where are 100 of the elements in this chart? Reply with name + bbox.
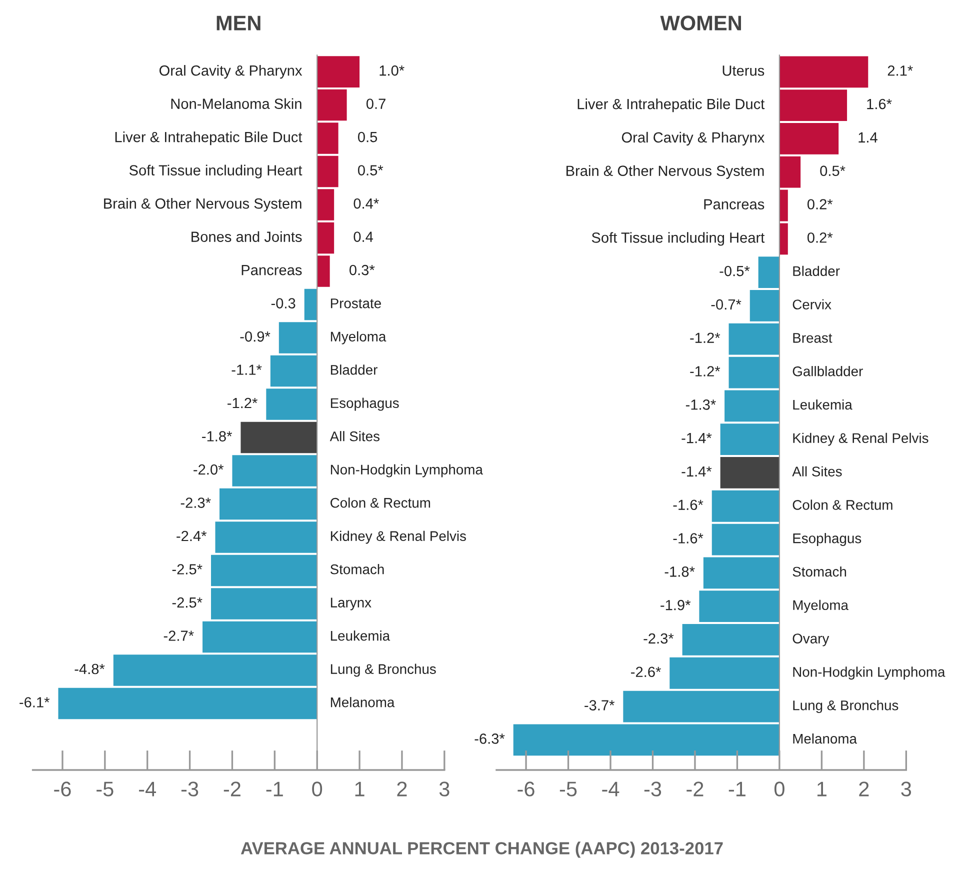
y-tick-label: Uterus: [722, 66, 764, 76]
bar: [513, 724, 780, 756]
data-label: 0.4*: [354, 198, 379, 209]
data-label: -1.6*: [673, 533, 704, 544]
y-tick-label: Esophagus: [330, 398, 399, 411]
x-tick-label: -4: [139, 782, 156, 796]
data-label: -4.8*: [74, 664, 105, 674]
data-label: 0.4: [354, 232, 374, 242]
y-tick-label: Soft Tissue including Heart: [592, 232, 765, 246]
data-label: -2.7*: [164, 630, 194, 641]
x-tick-label: 2: [859, 782, 869, 796]
y-tick-label: Leukemia: [330, 630, 390, 641]
data-label: -2.5*: [172, 564, 202, 574]
data-label: -1.2*: [690, 332, 720, 343]
bar: [317, 122, 338, 154]
y-tick-label: Pancreas: [242, 265, 302, 276]
data-label: -1.2*: [228, 398, 258, 408]
x-tick-label: -1: [266, 782, 283, 796]
bar: [202, 621, 318, 653]
y-tick-label: Gallbladder: [792, 366, 863, 376]
y-tick-label: Colon & Rectum: [792, 500, 892, 510]
bar: [699, 590, 780, 622]
y-tick-label: Non-Hodgkin Lymphoma: [330, 464, 483, 478]
bar: [58, 688, 318, 720]
y-tick-label: Lung & Bronchus: [330, 664, 436, 677]
y-tick-label: Colon & Rectum: [330, 498, 430, 508]
x-tick-label: 1: [355, 782, 364, 796]
x-tick-label: -6: [518, 782, 534, 796]
data-label: 0.3*: [349, 264, 375, 276]
data-label: -1.8*: [202, 431, 232, 442]
x-tick-label: 1: [817, 782, 826, 796]
y-tick-label: Soft Tissue including Heart: [129, 164, 302, 178]
y-tick-label: Stomach: [792, 566, 846, 577]
bar: [779, 156, 801, 188]
y-tick-label: Brain & Other Nervous System: [566, 165, 764, 179]
bar: [623, 690, 780, 722]
y-tick-label: Melanoma: [330, 697, 395, 708]
data-label: -6.3*: [474, 734, 505, 744]
x-tick-label: 2: [397, 782, 407, 796]
data-label: 1.0*: [380, 65, 404, 76]
bar: [317, 56, 360, 88]
bar: [232, 455, 318, 486]
y-tick-label: Stomach: [330, 564, 384, 574]
data-label: -2.3*: [644, 633, 674, 644]
data-label: 0.2*: [807, 199, 833, 210]
data-label: -3.7*: [584, 700, 614, 710]
bar: [703, 557, 780, 589]
bar: [712, 524, 780, 556]
data-label: -0.3: [271, 298, 296, 308]
y-tick-label: All Sites: [792, 466, 842, 476]
x-tick-label: -2: [224, 782, 240, 796]
bar: [317, 89, 347, 121]
y-tick-label: Lung & Bronchus: [793, 700, 898, 714]
bar: [270, 355, 318, 387]
bar: [779, 122, 839, 154]
y-tick-label: Non-Hodgkin Lymphoma: [793, 666, 946, 680]
data-label: -2.4*: [176, 530, 207, 542]
chart-title: WOMEN: [660, 16, 741, 30]
bar: [240, 422, 318, 454]
data-label: -1.8*: [664, 566, 695, 577]
bar: [219, 488, 318, 520]
x-tick-label: 3: [439, 782, 450, 796]
bar: [278, 322, 318, 354]
y-tick-label: All Sites: [330, 431, 380, 442]
data-label: -2.5*: [172, 597, 202, 608]
data-label: 1.6*: [867, 98, 892, 110]
y-tick-label: Melanoma: [793, 733, 857, 744]
bar: [779, 190, 788, 222]
y-tick-label: Ovary: [792, 634, 830, 646]
x-tick-label: 0: [774, 782, 784, 796]
y-tick-label: Bladder: [330, 364, 378, 375]
y-tick-label: Liver & Intrahepatic Bile Duct: [115, 132, 302, 146]
bar: [317, 222, 334, 254]
bar: [317, 189, 334, 220]
bar: [215, 522, 318, 553]
y-tick-label: Pancreas: [704, 199, 764, 210]
data-label: -1.2*: [690, 366, 720, 376]
y-tick-label: Kidney & Renal Pelvis: [793, 432, 928, 446]
data-label: -0.9*: [240, 331, 270, 342]
y-tick-label: Larynx: [330, 598, 372, 610]
x-tick-label: 0: [312, 782, 322, 796]
data-label: 0.7: [366, 98, 386, 109]
data-label: -1.1*: [232, 364, 262, 375]
data-label: 0.2*: [807, 232, 833, 243]
x-tick-label: -1: [728, 782, 746, 796]
y-tick-label: Cervix: [792, 299, 832, 310]
y-tick-label: Oral Cavity & Pharynx: [622, 132, 765, 146]
y-tick-label: Liver & Intrahepatic Bile Duct: [578, 98, 765, 112]
y-tick-label: Kidney & Renal Pelvis: [330, 530, 466, 544]
data-label: 1.4: [858, 132, 878, 142]
data-label: 0.5: [358, 132, 378, 142]
bar: [712, 490, 780, 522]
y-tick-label: Leukemia: [793, 399, 852, 410]
y-tick-label: Brain & Other Nervous System: [104, 198, 302, 212]
data-label: -1.9*: [660, 600, 691, 610]
y-tick-label: Esophagus: [793, 533, 862, 546]
y-tick-label: Oral Cavity & Pharynx: [159, 65, 302, 79]
bar: [750, 290, 780, 322]
data-label: -1.3*: [686, 400, 716, 410]
bar: [779, 223, 788, 255]
